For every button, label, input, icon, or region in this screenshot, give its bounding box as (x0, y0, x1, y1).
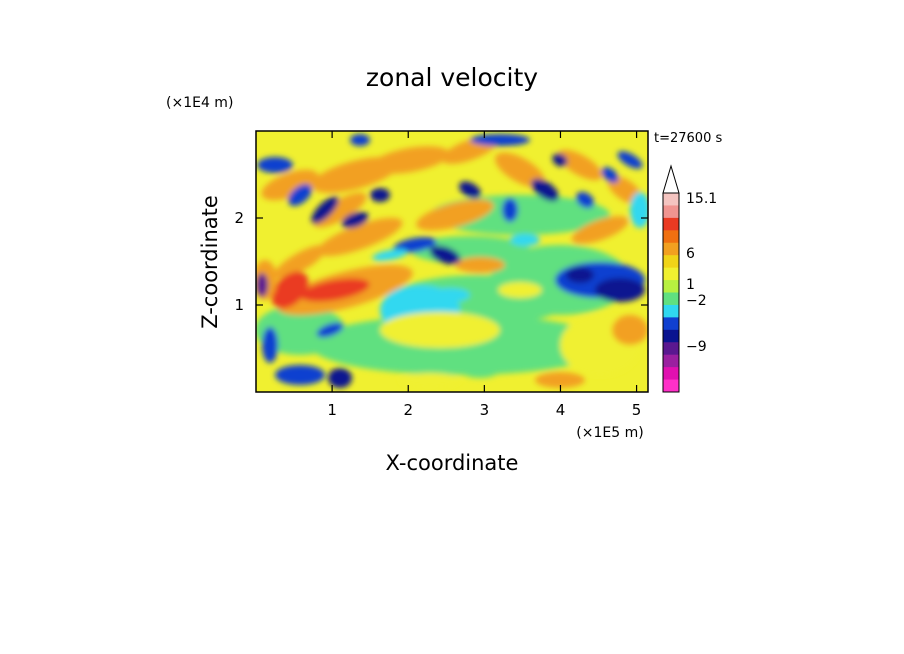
field-contour-region (262, 327, 278, 363)
field-contour-region (430, 288, 470, 302)
x-tick-label: 2 (403, 401, 413, 419)
field-contour-region (400, 373, 460, 387)
field-contour-region (273, 245, 327, 279)
field-contour-region (630, 192, 648, 228)
field-contour-region (557, 149, 603, 181)
field-contour-region (261, 169, 319, 201)
field-contour-region (416, 199, 494, 231)
field-contour-region (459, 181, 481, 199)
field-contour-region (380, 312, 500, 348)
field-contour-region (372, 249, 408, 261)
field-contour-region (455, 257, 505, 273)
field-contour-region (341, 211, 369, 229)
field-contour-region (595, 278, 645, 302)
field-contour-region (531, 178, 559, 202)
colorbar-label: 6 (686, 246, 695, 262)
colorbar-swatch (663, 230, 679, 244)
field-contour-region (498, 282, 542, 298)
colorbar-swatch (663, 367, 679, 381)
colorbar-swatch (663, 304, 679, 318)
x-tick-label: 1 (327, 401, 337, 419)
field-contour-region (429, 245, 461, 265)
y-tick-label: 1 (234, 296, 244, 314)
field-contour-region (495, 152, 545, 188)
field-contour-region (393, 237, 437, 253)
field-contour-region (566, 267, 594, 283)
time-label: t=27600 s (654, 131, 722, 146)
y-axis-label: Z-coordinate (198, 195, 222, 329)
field-contour-region (612, 315, 648, 345)
colorbar-swatch (663, 267, 679, 281)
velocity-field (256, 131, 648, 392)
field-contour-region (460, 362, 500, 378)
colorbar: 15.1 6 1−2 −9 (662, 164, 717, 393)
colorbar-swatch (663, 317, 679, 331)
field-contour-region (300, 278, 370, 302)
field-contour-region (470, 134, 530, 146)
field-contour-region (552, 153, 568, 167)
field-contour-region (571, 216, 629, 244)
field-contour-region (575, 191, 595, 209)
field-contour-region (370, 188, 390, 202)
colorbar-swatch (663, 329, 679, 343)
field-contour-region (256, 305, 345, 355)
colorbar-frame (662, 192, 680, 393)
x-tick-label: 5 (632, 401, 642, 419)
field-contour-region (317, 217, 403, 257)
colorbar-label: 1 (686, 277, 695, 293)
colorbar-swatch (663, 342, 679, 356)
field-contour-region (502, 198, 518, 222)
colorbar-label: 15.1 (686, 191, 717, 207)
y-tick-label: 2 (234, 209, 244, 227)
field-contour-region (601, 167, 619, 183)
y-unit-label: (×1E4 m) (166, 95, 233, 111)
field-contour-region (275, 365, 325, 385)
field-contour-region (256, 273, 268, 297)
colorbar-swatch (663, 292, 679, 306)
chart-title: zonal velocity (366, 63, 538, 92)
colorbar-swatch (663, 205, 679, 219)
colorbar-swatch (663, 280, 679, 293)
y-axis-ticks: 12 (234, 209, 648, 314)
colorbar-label: −2 (686, 293, 707, 309)
colorbar-swatch (663, 354, 679, 368)
field-contour-region (535, 372, 585, 388)
field-contour-region (328, 368, 352, 388)
x-unit-label: (×1E5 m) (576, 425, 643, 441)
colorbar-label: −9 (686, 339, 707, 355)
colorbar-swatch (663, 217, 679, 231)
colorbar-extend-triangle (662, 164, 680, 194)
field-contour-region (288, 184, 312, 206)
field-contour-region (350, 134, 370, 146)
field-contour-region (271, 271, 309, 309)
field-contour-region (510, 234, 540, 246)
x-tick-label: 3 (480, 401, 490, 419)
colorbar-swatch (663, 379, 679, 393)
x-axis-label: X-coordinate (386, 451, 519, 475)
plot-frame (255, 130, 649, 393)
field-contour-region (370, 146, 450, 174)
colorbar-swatch (663, 255, 679, 269)
colorbar-swatch (663, 193, 679, 206)
colorbar-swatch (663, 242, 679, 256)
x-axis-ticks: 1 2 3 4 5 (327, 131, 641, 419)
field-contour-region (313, 192, 367, 228)
x-tick-label: 4 (556, 401, 566, 419)
field-contour-region (311, 196, 339, 224)
field-contour-region (316, 322, 344, 338)
field-contour-region (257, 157, 293, 173)
field-contour-region (617, 151, 643, 169)
